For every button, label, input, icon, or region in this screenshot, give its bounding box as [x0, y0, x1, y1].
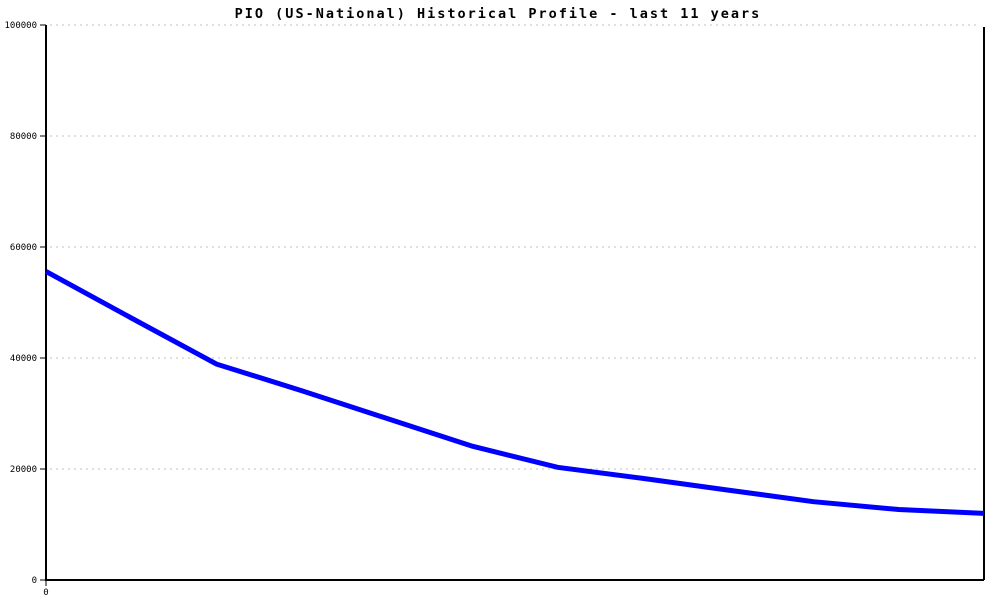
y-axis-ticks: [40, 24, 46, 581]
y-tick-label: 60000: [10, 243, 37, 253]
x-axis-labels: 0: [43, 588, 48, 598]
y-tick-label: 0: [32, 576, 37, 586]
chart-title: PIO (US-National) Historical Profile - l…: [235, 6, 762, 22]
x-origin-label: 0: [43, 588, 48, 598]
y-tick-label: 20000: [10, 465, 37, 475]
y-tick-label: 40000: [10, 354, 37, 364]
data-line-series: [44, 269, 985, 516]
gridlines: [50, 24, 980, 470]
y-axis-labels: 0 20000 40000 60000 80000 100000: [4, 21, 37, 586]
axes: [45, 25, 985, 586]
y-tick-label: 100000: [4, 21, 37, 31]
y-tick-label: 80000: [10, 132, 37, 142]
